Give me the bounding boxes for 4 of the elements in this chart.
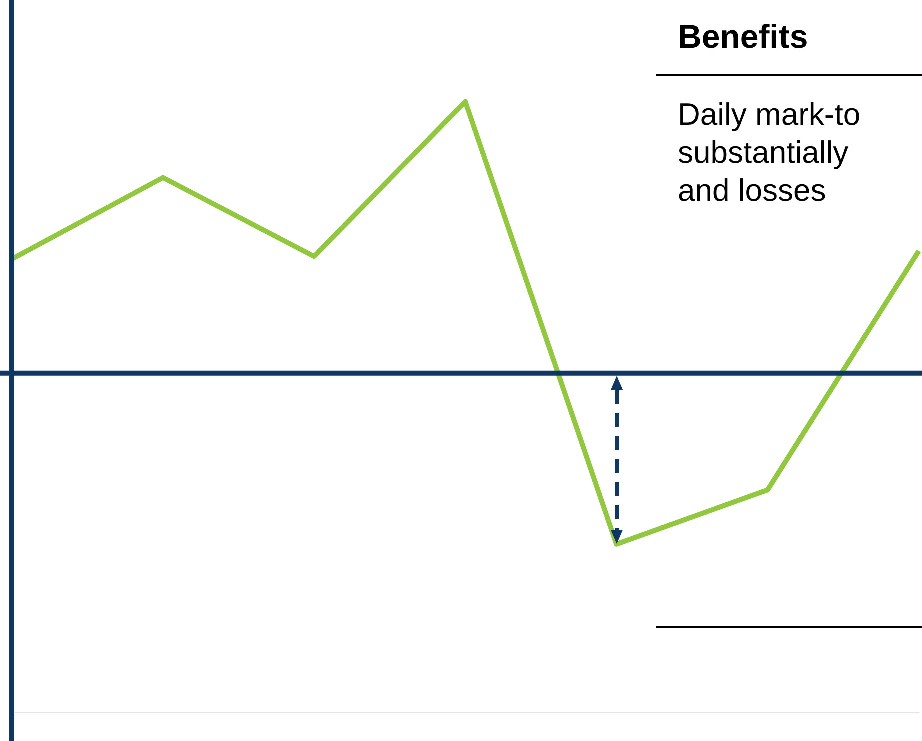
text: Benefits (678, 18, 808, 56)
annotation: substantially (678, 135, 849, 171)
annotation: Daily mark-to (678, 97, 861, 133)
annotation: and losses (678, 173, 826, 209)
